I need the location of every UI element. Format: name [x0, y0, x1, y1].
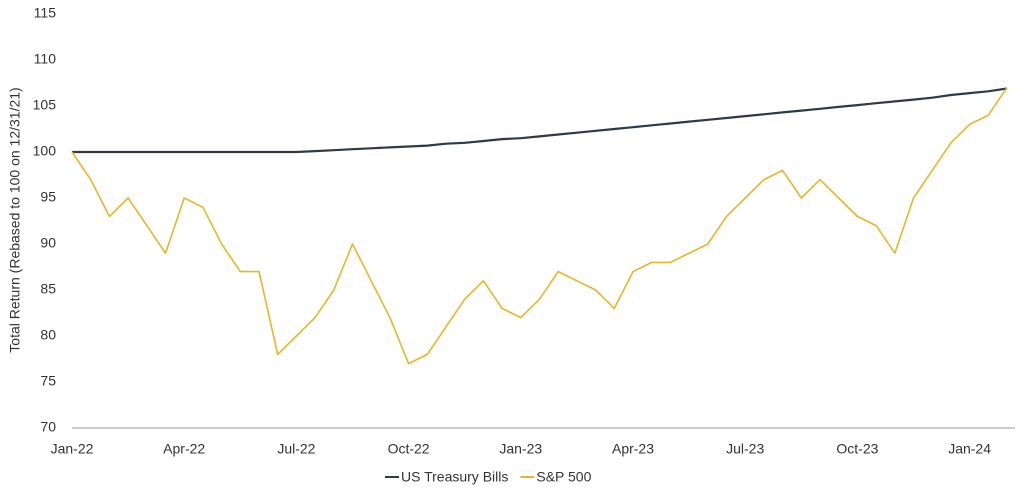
- x-tick-label: Jan-22: [51, 441, 94, 457]
- y-tick-label: 70: [40, 419, 56, 435]
- y-tick-label: 90: [40, 235, 56, 251]
- x-tick-label: Jan-23: [499, 441, 542, 457]
- y-tick-label: 100: [33, 143, 57, 159]
- y-tick-label: 105: [33, 97, 57, 113]
- x-tick-label: Jul-23: [726, 441, 764, 457]
- legend-label: S&P 500: [536, 469, 591, 485]
- y-tick-label: 115: [34, 5, 57, 21]
- y-tick-label: 80: [40, 327, 56, 343]
- x-tick-label: Oct-22: [388, 441, 430, 457]
- y-tick-label: 95: [40, 189, 56, 205]
- y-tick-label: 110: [34, 51, 57, 67]
- x-tick-label: Apr-22: [163, 441, 205, 457]
- y-axis-label: Total Return (Rebased to 100 on 12/31/21…: [7, 87, 23, 352]
- x-tick-label: Jan-24: [948, 441, 991, 457]
- legend-label: US Treasury Bills: [401, 469, 508, 485]
- series-line: [71, 87, 1008, 365]
- y-tick-label: 75: [40, 373, 56, 389]
- series-line: [72, 87, 1008, 154]
- x-tick-label: Apr-23: [612, 441, 654, 457]
- x-tick-label: Oct-23: [836, 441, 878, 457]
- x-tick-label: Jul-22: [277, 441, 315, 457]
- y-tick-label: 85: [40, 281, 56, 297]
